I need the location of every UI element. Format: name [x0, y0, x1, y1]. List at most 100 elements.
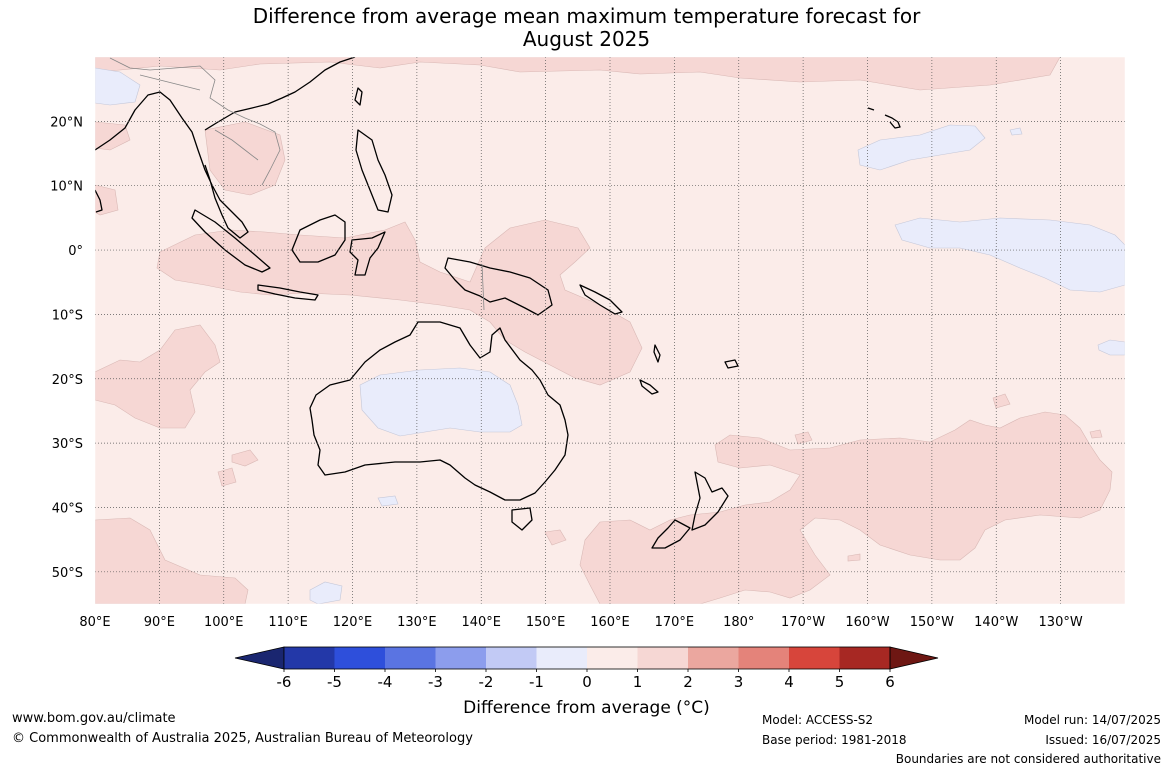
colorbar-tick-label: -4 — [378, 673, 393, 691]
new-caledonia — [639, 379, 659, 395]
longitude-label: 100°E — [204, 615, 244, 630]
longitude-label: 170°E — [655, 615, 695, 630]
longitude-label: 90°E — [144, 615, 175, 630]
longitude-label: 130°E — [397, 615, 437, 630]
colorbar-segment — [839, 647, 890, 669]
colorbar-tick-label: 3 — [734, 673, 744, 691]
colorbar-tick-label: 6 — [885, 673, 895, 691]
colorbar-segment — [334, 647, 385, 669]
longitude-label: 160°E — [590, 615, 630, 630]
colorbar-tick-label: -1 — [529, 673, 544, 691]
anomaly-region — [95, 67, 141, 106]
colorbar-tick-label: -3 — [428, 673, 443, 691]
colorbar-ticks: -6 -5 -4 -3 -2 -1 0 1 2 3 4 5 6 — [277, 669, 895, 691]
anomaly-region — [377, 495, 399, 507]
anomaly-region — [359, 367, 523, 437]
latitude-label: 10°N — [50, 180, 83, 195]
longitude-labels: 80°E 90°E 100°E 110°E 120°E 130°E 140°E 150°E 16… — [79, 615, 1082, 630]
anomaly-region — [95, 57, 1061, 91]
colorbar-tick-label: 1 — [633, 673, 643, 691]
anomaly-region — [231, 449, 259, 467]
colorbar-tick-label: 5 — [835, 673, 845, 691]
anomaly-region — [309, 581, 343, 604]
longitude-label: 120°E — [333, 615, 373, 630]
issued-date: Issued: 16/07/2025 — [1045, 733, 1161, 747]
sumatra-coastline — [191, 209, 271, 273]
tasmania-coastline — [511, 507, 533, 531]
anomaly-region — [95, 184, 119, 216]
latitude-label: 40°S — [52, 501, 83, 516]
longitude-label: 140°W — [974, 615, 1018, 630]
colorbar-segment — [637, 647, 688, 669]
anomaly-region — [857, 124, 986, 171]
colorbar-tick-label: -5 — [327, 673, 342, 691]
anomaly-region — [1089, 429, 1103, 439]
asia-coastline — [95, 57, 356, 239]
anomaly-region — [1009, 127, 1023, 136]
latitude-labels: 20°N 10°N 0° 10°S 20°S 30°S 40°S 50°S — [50, 115, 83, 580]
anomaly-region — [992, 393, 1011, 409]
anomaly-region — [217, 467, 237, 487]
latitude-label: 50°S — [52, 566, 83, 581]
base-period: Base period: 1981-2018 — [762, 733, 907, 747]
vanuatu-islands — [653, 344, 661, 363]
anomaly-region — [579, 411, 1113, 604]
australia-coastline — [309, 321, 569, 501]
longitude-label: 180° — [723, 615, 754, 630]
borneo-coastline — [291, 214, 346, 263]
sulawesi-coastline — [349, 231, 386, 276]
colorbar-tick-label: 2 — [683, 673, 693, 691]
longitude-label: 160°W — [845, 615, 889, 630]
colorbar-segment — [738, 647, 789, 669]
longitude-label: 130°W — [1039, 615, 1083, 630]
colorbar-arrow-low — [234, 646, 285, 670]
taiwan-coastline — [354, 87, 363, 106]
longitude-label: 110°E — [268, 615, 308, 630]
colorbar-segment — [486, 647, 537, 669]
map-frame — [94, 56, 1126, 605]
longitude-label: 80°E — [79, 615, 110, 630]
longitude-label: 140°E — [461, 615, 501, 630]
coastlines — [95, 57, 901, 549]
longitude-label: 170°W — [781, 615, 825, 630]
colorbar-tick-label: 0 — [582, 673, 592, 691]
anomaly-region — [894, 217, 1125, 293]
hawaii-islands — [867, 107, 901, 129]
new-zealand-coastline — [651, 471, 729, 549]
website-link[interactable]: www.bom.gov.au/climate — [12, 711, 176, 726]
anomaly-region — [95, 121, 131, 151]
colorbar-segment — [587, 647, 638, 669]
copyright-text: © Commonwealth of Australia 2025, Austra… — [12, 731, 473, 746]
anomaly-region — [1097, 339, 1125, 356]
latitude-label: 0° — [68, 244, 83, 259]
boundaries-disclaimer: Boundaries are not considered authoritat… — [895, 752, 1161, 766]
colorbar-title: Difference from average (°C) — [463, 698, 710, 718]
colorbar-segment — [385, 647, 436, 669]
model-name: Model: ACCESS-S2 — [762, 713, 874, 727]
colorbar-tick-label: -2 — [479, 673, 494, 691]
fiji-islands — [724, 359, 739, 369]
philippines-coastline — [355, 129, 393, 213]
anomaly-region — [794, 431, 813, 445]
model-run-date: Model run: 14/07/2025 — [1023, 713, 1161, 727]
colorbar-tick-label: -6 — [277, 673, 292, 691]
graticule — [94, 56, 1126, 605]
anomaly-region — [847, 553, 861, 562]
anomaly-region — [95, 324, 221, 429]
india-coastline — [95, 189, 103, 213]
anomaly-region — [544, 529, 567, 546]
map-title-line2: August 2025 — [522, 27, 651, 51]
latitude-label: 10°S — [52, 308, 83, 323]
colorbar-segment — [789, 647, 840, 669]
java-coastline — [257, 284, 319, 301]
longitude-label: 150°W — [910, 615, 954, 630]
colorbar-segment — [688, 647, 739, 669]
new-guinea-coastline — [444, 257, 553, 316]
colorbar-segment — [536, 647, 587, 669]
anomaly-regions — [95, 57, 1125, 604]
colorbar-arrow-high — [889, 646, 939, 670]
colorbar-segment — [435, 647, 486, 669]
latitude-label: 20°N — [50, 115, 83, 130]
longitude-label: 150°E — [526, 615, 566, 630]
colorbar-tick-label: 4 — [784, 673, 794, 691]
